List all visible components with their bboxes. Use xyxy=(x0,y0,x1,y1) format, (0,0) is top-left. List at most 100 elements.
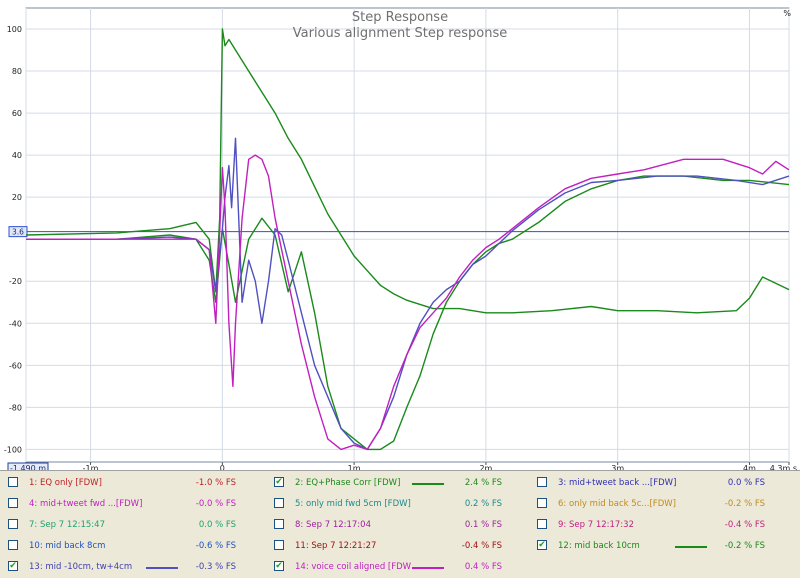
trace-value: 2.4 % FS xyxy=(464,478,502,488)
trace-name: mid back 10cm xyxy=(574,541,640,551)
trace-checkbox[interactable] xyxy=(537,498,547,508)
trace-label: 5: only mid fwd 5cm [FDW] xyxy=(295,494,411,514)
trace-checkbox[interactable] xyxy=(274,519,284,529)
step-response-chart[interactable]: 100 80 60 40 20 -20 -40 -60 -80 -100 -1.490 m -1m 0 1… xyxy=(0,0,800,470)
trace-checkbox[interactable]: ✔ xyxy=(8,561,18,571)
trace-value: -0.4 % FS xyxy=(461,541,502,551)
legend-item[interactable]: ✔ 14: voice coil aligned [FDW 0.4 % FS xyxy=(272,557,530,577)
legend-item[interactable]: 4: mid+tweet fwd ...[FDW] -0.0 % FS xyxy=(6,494,264,514)
chart-svg[interactable]: 100 80 60 40 20 -20 -40 -60 -80 -100 -1.490 m -1m 0 1… xyxy=(0,0,800,470)
trace-name: mid -10cm, tw+4cm xyxy=(45,562,133,572)
trace-name: EQ+Phase Corr [FDW] xyxy=(305,478,401,488)
trace-value: -1.0 % FS xyxy=(195,478,236,488)
trace-number: 11: xyxy=(295,541,309,551)
trace-label: 8: Sep 7 12:17:04 xyxy=(295,515,371,535)
trace-checkbox[interactable] xyxy=(537,477,547,487)
x-tick-label: 4m xyxy=(743,464,756,470)
plot-area[interactable] xyxy=(25,7,790,463)
trace-number: 7: xyxy=(29,520,38,530)
legend-item[interactable]: 8: Sep 7 12:17:04 0.1 % FS xyxy=(272,515,530,535)
trace-number: 4: xyxy=(29,499,38,509)
legend-item[interactable]: 6: only mid back 5c...[FDW] -0.2 % FS xyxy=(535,494,793,514)
trace-number: 13: xyxy=(29,562,43,572)
x-tick-label: -1m xyxy=(83,464,99,470)
trace-checkbox[interactable] xyxy=(274,540,284,550)
series-line xyxy=(26,154,790,451)
trace-checkbox[interactable] xyxy=(8,498,18,508)
trace-checkbox[interactable] xyxy=(8,540,18,550)
legend-item[interactable]: ✔ 12: mid back 10cm -0.2 % FS xyxy=(535,536,793,556)
cursor-value-label: 3.6 xyxy=(12,228,24,237)
y-tick-label: -100 xyxy=(4,445,22,454)
trace-line-swatch xyxy=(412,567,444,569)
y-axis-symbol: % xyxy=(783,9,791,18)
trace-checkbox[interactable]: ✔ xyxy=(537,540,547,550)
x-start-box xyxy=(7,462,49,470)
series-line xyxy=(25,28,790,314)
trace-name: EQ only [FDW] xyxy=(39,478,102,488)
trace-name: Sep 7 12:21:27 xyxy=(311,541,377,551)
trace-checkbox[interactable] xyxy=(537,519,547,529)
y-tick-label: 100 xyxy=(7,25,22,34)
trace-number: 3: xyxy=(558,478,567,488)
legend-item[interactable]: 10: mid back 8cm -0.6 % FS xyxy=(6,536,264,556)
trace-checkbox[interactable] xyxy=(274,498,284,508)
trace-label: 6: only mid back 5c...[FDW] xyxy=(558,494,676,514)
trace-number: 12: xyxy=(558,541,572,551)
legend-item[interactable]: ✔ 2: EQ+Phase Corr [FDW] 2.4 % FS xyxy=(272,473,530,493)
trace-number: 9: xyxy=(558,520,567,530)
trace-name: Sep 7 12:17:04 xyxy=(305,520,371,530)
trace-label: 7: Sep 7 12:15:47 xyxy=(29,515,105,535)
trace-name: mid back 8cm xyxy=(45,541,106,551)
trace-legend: 1: EQ only [FDW] -1.0 % FS ✔ 2: EQ+Phase Co… xyxy=(0,470,800,578)
trace-checkbox[interactable]: ✔ xyxy=(274,477,284,487)
trace-label: 10: mid back 8cm xyxy=(29,536,105,556)
y-tick-label: -80 xyxy=(9,403,22,412)
legend-item[interactable]: 3: mid+tweet back ...[FDW] 0.0 % FS xyxy=(535,473,793,493)
trace-number: 5: xyxy=(295,499,304,509)
trace-number: 10: xyxy=(29,541,43,551)
trace-name: voice coil aligned [FDW xyxy=(311,562,412,572)
trace-value: -0.0 % FS xyxy=(195,499,236,509)
trace-label: 3: mid+tweet back ...[FDW] xyxy=(558,473,676,493)
legend-item[interactable]: 11: Sep 7 12:21:27 -0.4 % FS xyxy=(272,536,530,556)
trace-label: 9: Sep 7 12:17:32 xyxy=(558,515,634,535)
trace-name: Sep 7 12:15:47 xyxy=(39,520,105,530)
chart-title: Step Response xyxy=(352,10,448,25)
y-tick-label: 80 xyxy=(12,67,22,76)
trace-value: -0.2 % FS xyxy=(724,541,765,551)
trace-line-swatch xyxy=(412,483,444,485)
trace-label: 2: EQ+Phase Corr [FDW] xyxy=(295,473,400,493)
trace-label: 1: EQ only [FDW] xyxy=(29,473,102,493)
legend-item[interactable]: 7: Sep 7 12:15:47 0.0 % FS xyxy=(6,515,264,535)
trace-value: -0.2 % FS xyxy=(724,499,765,509)
y-tick-label: -20 xyxy=(9,277,22,286)
trace-value: 0.0 % FS xyxy=(727,478,765,488)
trace-number: 2: xyxy=(295,478,304,488)
trace-name: only mid back 5c...[FDW] xyxy=(568,499,676,509)
x-tick-label: 0 xyxy=(220,464,225,470)
trace-checkbox[interactable]: ✔ xyxy=(274,561,284,571)
legend-item[interactable]: 9: Sep 7 12:17:32 -0.4 % FS xyxy=(535,515,793,535)
trace-checkbox[interactable] xyxy=(8,477,18,487)
trace-name: mid+tweet back ...[FDW] xyxy=(568,478,677,488)
trace-label: 11: Sep 7 12:21:27 xyxy=(295,536,376,556)
x-tick-label: 1m xyxy=(348,464,361,470)
trace-value: -0.6 % FS xyxy=(195,541,236,551)
legend-item[interactable]: 5: only mid fwd 5cm [FDW] 0.2 % FS xyxy=(272,494,530,514)
legend-item[interactable]: ✔ 13: mid -10cm, tw+4cm -0.3 % FS xyxy=(6,557,264,577)
legend-item[interactable]: 1: EQ only [FDW] -1.0 % FS xyxy=(6,473,264,493)
trace-value: 0.0 % FS xyxy=(198,520,236,530)
trace-value: -0.4 % FS xyxy=(724,520,765,530)
series-line xyxy=(26,137,790,451)
trace-checkbox[interactable] xyxy=(8,519,18,529)
cursor-value-box xyxy=(8,226,28,238)
trace-value: 0.1 % FS xyxy=(464,520,502,530)
trace-name: Sep 7 12:17:32 xyxy=(568,520,634,530)
trace-number: 8: xyxy=(295,520,304,530)
y-tick-label: 60 xyxy=(12,109,22,118)
x-tick-label: 3m xyxy=(611,464,624,470)
y-tick-label: -60 xyxy=(9,361,22,370)
trace-name: only mid fwd 5cm [FDW] xyxy=(305,499,411,509)
trace-label: 13: mid -10cm, tw+4cm xyxy=(29,557,132,577)
